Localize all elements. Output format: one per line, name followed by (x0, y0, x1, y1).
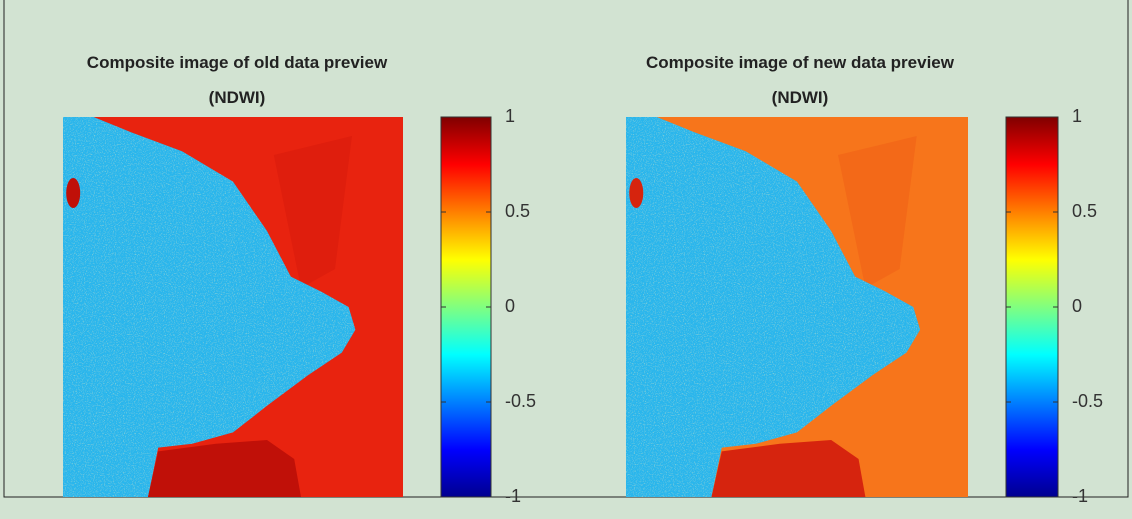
colorbar-tick-label: 0.5 (505, 201, 530, 221)
colorbar-tick-label: -1 (505, 486, 521, 506)
page: Composite image of old data preview (NDWI… (0, 0, 1132, 519)
panel-subtitle: (NDWI) (772, 88, 829, 107)
colorbar-tick-label: -0.5 (505, 391, 536, 411)
colorbar-tick-label: -1 (1072, 486, 1088, 506)
colorbar-tick-label: 0.5 (1072, 201, 1097, 221)
image (63, 117, 403, 497)
panel-title: Composite image of old data preview (87, 53, 388, 72)
colorbar-tick-label: 1 (505, 106, 515, 126)
image (626, 117, 968, 497)
panel-title: Composite image of new data preview (646, 53, 955, 72)
lake (66, 178, 80, 208)
panel-subtitle: (NDWI) (209, 88, 266, 107)
colorbar (441, 117, 491, 497)
figure: Composite image of old data preview (NDWI… (0, 0, 1132, 519)
colorbar (1006, 117, 1058, 497)
colorbar-tick-label: 0 (1072, 296, 1082, 316)
colorbar-tick-label: -0.5 (1072, 391, 1103, 411)
colorbar-tick-label: 1 (1072, 106, 1082, 126)
lake (629, 178, 643, 208)
colorbar-tick-label: 0 (505, 296, 515, 316)
